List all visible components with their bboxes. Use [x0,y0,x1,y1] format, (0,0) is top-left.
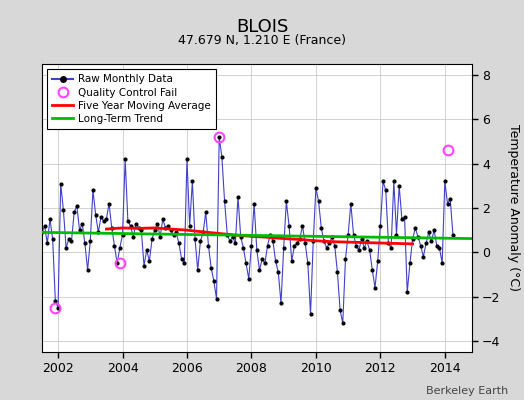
Legend: Raw Monthly Data, Quality Control Fail, Five Year Moving Average, Long-Term Tren: Raw Monthly Data, Quality Control Fail, … [47,69,216,129]
Y-axis label: Temperature Anomaly (°C): Temperature Anomaly (°C) [507,124,520,292]
Text: BLOIS: BLOIS [236,18,288,36]
Text: 47.679 N, 1.210 E (France): 47.679 N, 1.210 E (France) [178,34,346,47]
Text: Berkeley Earth: Berkeley Earth [426,386,508,396]
